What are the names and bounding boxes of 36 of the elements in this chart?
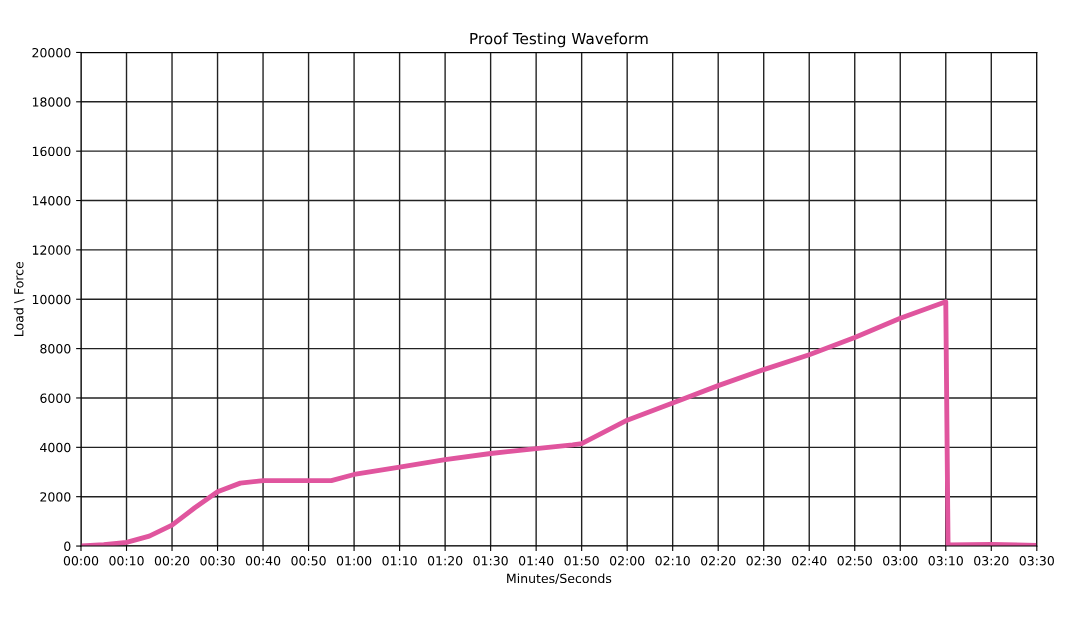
x-tick-label: 02:10 [655,555,690,566]
x-tick-label: 03:00 [883,555,918,566]
x-tick-label: 01:30 [473,555,508,566]
chart-title: Proof Testing Waveform [470,32,648,48]
x-tick-label: 02:20 [701,555,736,566]
x-tick-label: 03:20 [974,555,1009,566]
y-tick-label: 18000 [32,97,71,107]
x-axis-title: Minutes/Seconds [507,573,612,585]
x-tick-label: 00:40 [245,555,281,566]
y-tick-label: 4000 [40,442,71,453]
x-tick-label: 00:10 [109,555,144,566]
x-tick-label: 01:00 [336,555,372,566]
x-tick-label: 00:20 [154,555,190,566]
y-tick-label: 8000 [40,344,71,354]
x-tick-label: 02:00 [609,555,645,566]
y-tick-label: 12000 [32,245,71,255]
x-tick-label: 01:40 [518,555,554,566]
x-tick-label: 02:50 [837,555,872,566]
x-tick-label: 01:50 [564,555,599,566]
y-tick-label: 16000 [32,146,71,157]
x-tick-label: 02:30 [746,555,781,566]
y-axis-title: Load \ Force [13,261,25,336]
x-tick-label: 02:40 [792,555,827,566]
x-tick-label: 00:30 [200,555,235,566]
x-tick-label: 00:00 [63,555,99,566]
x-tick-label: 03:30 [1019,555,1054,566]
x-tick-label: 00:50 [291,555,326,566]
x-tick-label: 03:10 [928,555,963,566]
y-tick-label: 14000 [32,196,71,206]
y-tick-label: 2000 [40,492,71,502]
x-tick-label: 01:10 [382,555,417,566]
y-tick-label: 6000 [40,393,71,403]
x-tick-label: 01:20 [427,555,463,566]
y-tick-label: 20000 [32,47,71,58]
y-tick-label: 10000 [32,294,71,305]
y-tick-label: 0 [64,541,71,551]
